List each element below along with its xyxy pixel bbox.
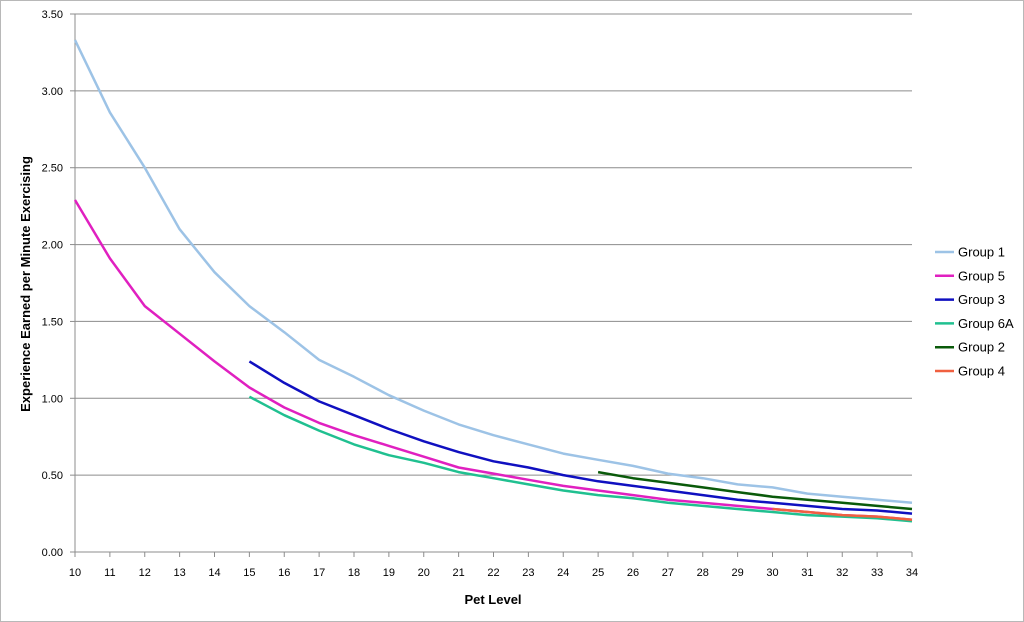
x-tick-label: 28 (697, 567, 709, 579)
x-tick-label: 21 (453, 567, 465, 579)
x-tick-label: 31 (801, 567, 813, 579)
axes (74, 14, 912, 553)
y-tick-label: 0.00 (42, 547, 63, 559)
x-tick-label: 29 (732, 567, 744, 579)
x-tick-label: 12 (139, 567, 151, 579)
y-tick-label: 0.50 (42, 470, 63, 482)
y-tick-label: 2.50 (42, 163, 63, 175)
x-tick-label: 15 (243, 567, 255, 579)
series-line-group-4 (772, 507, 913, 521)
series-line-group-3 (248, 360, 913, 515)
x-tick-label: 18 (348, 567, 360, 579)
x-tick-label: 16 (278, 567, 290, 579)
y-tick-label: 2.00 (42, 240, 63, 252)
legend-label-group-3: Group 3 (958, 292, 1005, 307)
series-line-group-2 (597, 470, 913, 511)
y-axis-ticks: 0.00 0.50 1.00 1.50 2.00 2.50 3.00 3.50 (42, 9, 75, 559)
x-tick-label: 13 (174, 567, 186, 579)
x-tick-label: 33 (871, 567, 883, 579)
series-lines (73, 39, 913, 523)
legend-label-group-2: Group 2 (958, 340, 1005, 355)
x-tick-label: 24 (557, 567, 569, 579)
x-axis-title: Pet Level (464, 592, 521, 607)
x-tick-label: 30 (766, 567, 778, 579)
series-line-group-5 (73, 199, 913, 521)
x-tick-label: 14 (208, 567, 220, 579)
series-line-group-1 (73, 39, 913, 505)
y-tick-label: 3.50 (42, 9, 63, 21)
legend-label-group-4: Group 4 (958, 364, 1005, 379)
series-line-group-6a (248, 395, 913, 523)
legend-label-group-5: Group 5 (958, 268, 1005, 283)
x-tick-label: 32 (836, 567, 848, 579)
x-tick-label: 10 (69, 567, 81, 579)
x-tick-label: 20 (418, 567, 430, 579)
x-tick-label: 27 (662, 567, 674, 579)
x-tick-label: 22 (487, 567, 499, 579)
legend-label-group-1: Group 1 (958, 245, 1005, 260)
x-tick-label: 17 (313, 567, 325, 579)
x-tick-label: 19 (383, 567, 395, 579)
y-tick-label: 1.00 (42, 393, 63, 405)
x-tick-label: 26 (627, 567, 639, 579)
x-axis-ticks: 10 11 12 13 14 15 16 17 18 19 20 21 22 23 24 25 26 27 28 29… (69, 552, 918, 579)
y-axis-title: Experience Earned per Minute Exercising (18, 156, 33, 412)
legend: Group 1 Group 5 Group 3 Group 6A Group 2 Grou… (935, 245, 1014, 379)
x-tick-label: 34 (906, 567, 918, 579)
x-tick-label: 25 (592, 567, 604, 579)
y-tick-label: 3.00 (42, 86, 63, 98)
x-tick-label: 23 (522, 567, 534, 579)
y-tick-label: 1.50 (42, 316, 63, 328)
gridlines (75, 13, 912, 553)
legend-label-group-6a: Group 6A (958, 316, 1014, 331)
x-tick-label: 11 (104, 567, 115, 579)
